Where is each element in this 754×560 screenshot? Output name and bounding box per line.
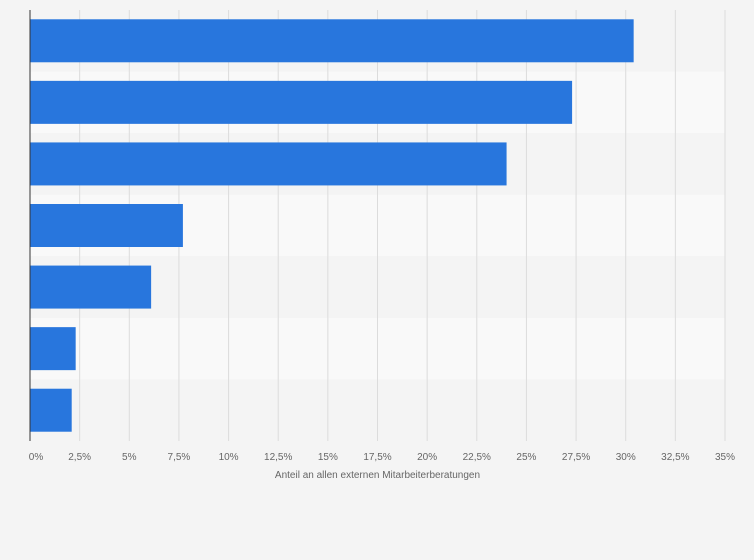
x-tick-label: 15% — [318, 452, 338, 463]
x-tick-label: 12,5% — [264, 452, 292, 463]
bar — [30, 142, 507, 186]
x-tick-label: 2,5% — [68, 452, 91, 463]
x-tick-label: 22,5% — [463, 452, 491, 463]
x-tick-label: 7,5% — [168, 452, 191, 463]
x-tick-label: 20% — [417, 452, 437, 463]
x-axis-title: Anteil an allen externen Mitarbeiterbera… — [275, 470, 480, 481]
x-tick-label: 30% — [616, 452, 636, 463]
x-tick-label: 27,5% — [562, 452, 590, 463]
bar — [30, 265, 152, 309]
bar — [30, 327, 76, 371]
x-tick-label: 32,5% — [661, 452, 689, 463]
x-tick-label: 5% — [122, 452, 137, 463]
bar — [30, 204, 183, 247]
x-tick-label: 10% — [219, 452, 239, 463]
x-tick-label: 0% — [29, 452, 44, 463]
bar — [30, 388, 72, 432]
x-tick-labels: 0% 2,5% 5% 7,5% 10% 12,5% 15% 17,5% 20% 22,5% 25% 2… — [29, 452, 735, 463]
bar — [30, 19, 634, 63]
bars — [30, 19, 634, 432]
bar — [30, 80, 573, 124]
x-tick-label: 25% — [516, 452, 536, 463]
x-tick-label: 35% — [715, 452, 735, 463]
x-tick-label: 17,5% — [363, 452, 391, 463]
